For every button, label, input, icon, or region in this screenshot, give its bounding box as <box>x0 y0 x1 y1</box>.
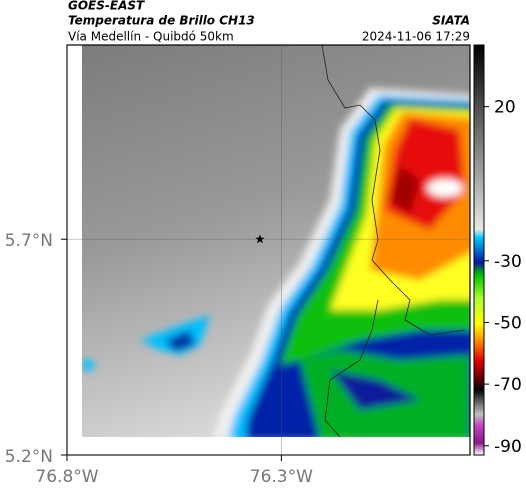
colorbar-tick-label: -50 <box>494 313 522 333</box>
colorbar-tick-label: -90 <box>494 437 522 457</box>
x-tick-label: 76.3°W <box>250 467 313 487</box>
satellite-image <box>82 45 470 437</box>
colorbar <box>473 44 485 456</box>
y-tick-label: 5.7°N <box>5 231 53 251</box>
header-subtitle: Temperatura de Brillo CH13 <box>68 14 255 28</box>
header-source: SIATA <box>432 14 470 28</box>
colorbar-tick-label: -70 <box>494 375 522 395</box>
x-tick-label: 76.8°W <box>35 467 98 487</box>
colorbar-tick-label: -30 <box>494 252 522 272</box>
cloud-field <box>82 88 470 437</box>
header-datetime: 2024-11-06 17:29 <box>362 30 470 44</box>
header-route: Vía Medellín - Quibdó 50km <box>68 30 234 44</box>
y-tick-label: 5.2°N <box>5 447 53 467</box>
colorbar-tick-label: 20 <box>494 98 516 118</box>
border-line <box>321 45 466 437</box>
location-marker <box>255 234 265 244</box>
header-title: GOES-EAST <box>68 0 145 13</box>
